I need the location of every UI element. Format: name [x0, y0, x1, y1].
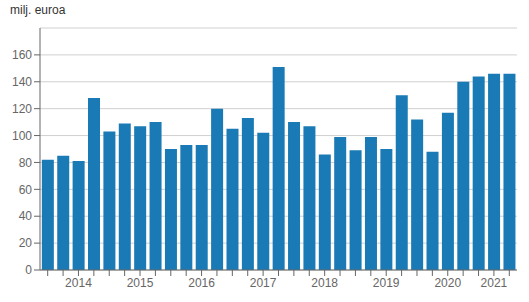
svg-text:120: 120	[12, 102, 32, 116]
svg-text:2014: 2014	[65, 276, 92, 290]
svg-text:2018: 2018	[311, 276, 338, 290]
svg-text:2017: 2017	[250, 276, 277, 290]
html-text:milj. euroa: milj. euroa	[10, 3, 66, 17]
svg-text:100: 100	[12, 129, 32, 143]
svg-text:2019: 2019	[373, 276, 400, 290]
svg-text:140: 140	[12, 75, 32, 89]
svg-text:60: 60	[19, 183, 33, 197]
svg-text:160: 160	[12, 48, 32, 62]
svg-text:2021: 2021	[481, 276, 508, 290]
svg-text:2015: 2015	[127, 276, 154, 290]
svg-text:40: 40	[19, 209, 33, 223]
svg-text:80: 80	[19, 156, 33, 170]
svg-text:2020: 2020	[434, 276, 461, 290]
svg-text:20: 20	[19, 236, 33, 250]
svg-text:0: 0	[25, 263, 32, 277]
svg-text:2016: 2016	[188, 276, 215, 290]
